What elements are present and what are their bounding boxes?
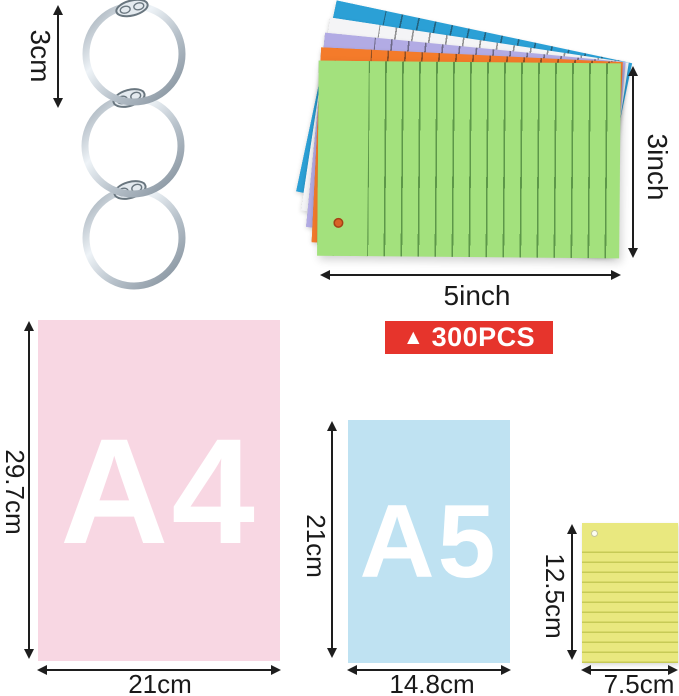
a5-height-label: 21cm <box>301 514 331 578</box>
card-width-arrow <box>322 274 619 276</box>
a4-label: A4 <box>60 406 258 575</box>
a5-width-label: 14.8cm <box>389 669 475 696</box>
card-left-margin <box>317 60 369 257</box>
a4-height-label: 29.7cm <box>0 449 30 535</box>
badge-count-label: 300PCS <box>431 322 536 352</box>
a4-width-arrow <box>39 669 279 671</box>
ring-1 <box>82 0 186 106</box>
a5-label: A5 <box>359 483 499 600</box>
card-height-arrow <box>632 68 634 256</box>
index-card-width-arrow <box>583 669 676 671</box>
card-width-label: 5inch <box>443 280 511 311</box>
index-card-height-arrow <box>571 526 573 658</box>
card-punch-hole <box>333 217 344 228</box>
index-card-height-label: 12.5cm <box>540 553 570 639</box>
a4-sheet: A4 <box>38 320 280 661</box>
a5-sheet: A5 <box>348 420 510 663</box>
index-card-width-label: 7.5cm <box>603 669 675 696</box>
a4-height-arrow <box>28 323 30 657</box>
binder-rings-image <box>81 0 186 290</box>
a4-width-label: 21cm <box>128 669 192 696</box>
index-card-hole <box>591 530 598 537</box>
card-layer-green <box>317 60 621 259</box>
ruled-index-card <box>582 523 678 663</box>
ring-size-arrow <box>57 7 59 106</box>
ring-size-label: 3cm <box>25 29 56 83</box>
a5-height-arrow <box>331 423 333 656</box>
count-badge: ▲ 300PCS <box>385 321 553 354</box>
triangle-up-icon: ▲ <box>402 326 424 349</box>
a5-width-arrow <box>349 669 509 671</box>
card-height-label: 3inch <box>642 133 673 201</box>
